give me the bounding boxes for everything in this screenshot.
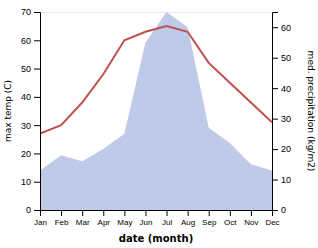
y2-tick: 40: [272, 84, 291, 94]
chart: JanFebMarAprMayJunJulAugSepOctNovDec0102…: [0, 0, 318, 248]
y2-tick-label: 10: [281, 175, 291, 185]
x-tick: Dec: [265, 210, 279, 227]
y-tick-label: 60: [21, 36, 31, 46]
x-tick-mark: [230, 210, 231, 216]
y-tick-label: 10: [21, 177, 31, 187]
x-tick-mark: [82, 210, 83, 216]
x-tick-label: Jul: [162, 218, 172, 227]
y-tick-label: 0: [26, 205, 31, 215]
x-tick-label: Dec: [265, 218, 279, 227]
y2-axis-title: med. precipitation (kg/m2): [306, 51, 316, 172]
x-tick-mark: [61, 210, 62, 216]
precipitation-area: [40, 12, 272, 210]
x-tick-mark: [209, 210, 210, 216]
x-tick: Feb: [55, 210, 69, 227]
x-tick: Oct: [224, 210, 237, 227]
axis-line: [273, 13, 279, 211]
x-tick-mark: [188, 210, 189, 216]
y-tick: 20: [21, 149, 40, 159]
y-tick-label: 70: [21, 7, 31, 17]
x-tick-label: Aug: [181, 218, 195, 227]
y2-tick-label: 40: [281, 84, 291, 94]
x-tick-label: May: [117, 218, 132, 227]
y2-tick-label: 0: [281, 205, 286, 215]
x-tick: Nov: [244, 210, 258, 227]
y2-tick-mark: [272, 210, 278, 211]
y2-tick-label: 30: [281, 114, 291, 124]
y2-tick-label: 50: [281, 53, 291, 63]
x-tick: May: [117, 210, 132, 227]
x-tick-label: Feb: [55, 218, 69, 227]
y-tick: 30: [21, 121, 40, 131]
y-tick: 50: [21, 64, 40, 74]
x-tick-mark: [145, 210, 146, 216]
y2-tick-mark: [272, 149, 278, 150]
y-tick: 40: [21, 92, 40, 102]
y-tick-mark: [34, 125, 40, 126]
y2-tick-label: 60: [281, 23, 291, 33]
y2-tick: 0: [272, 205, 286, 215]
y2-tick-mark: [272, 88, 278, 89]
x-tick-label: Mar: [76, 218, 90, 227]
x-tick: Jun: [140, 210, 153, 227]
x-tick-mark: [103, 210, 104, 216]
y2-tick: 30: [272, 114, 291, 124]
y2-tick: 20: [272, 144, 291, 154]
x-tick-mark: [167, 210, 168, 216]
y-tick: 0: [26, 205, 40, 215]
y2-tick-mark: [272, 27, 278, 28]
y-tick-label: 30: [21, 121, 31, 131]
y2-tick-label: 20: [281, 144, 291, 154]
x-tick-label: Jan: [34, 218, 47, 227]
y-tick-label: 40: [21, 92, 31, 102]
x-axis-title: date (month): [119, 233, 193, 244]
x-tick-mark: [124, 210, 125, 216]
axis-line: [41, 211, 273, 217]
plot-area: JanFebMarAprMayJunJulAugSepOctNovDec0102…: [3, 7, 316, 244]
x-tick: Mar: [76, 210, 90, 227]
y-tick-label: 20: [21, 149, 31, 159]
y-axis: 0 10 20 30 40 50 60 70: [21, 7, 41, 215]
y2-tick: 10: [272, 175, 291, 185]
temp-line: [40, 26, 272, 133]
y2-tick: 60: [272, 23, 291, 33]
x-tick-label: Apr: [98, 218, 111, 227]
y-tick-mark: [34, 12, 40, 13]
y2-tick-mark: [272, 180, 278, 181]
x-tick: Aug: [181, 210, 195, 227]
x-tick: Sep: [202, 210, 217, 227]
axis-line: [34, 13, 41, 211]
y-tick-mark: [34, 153, 40, 154]
x-tick-label: Jun: [140, 218, 153, 227]
y2-tick: 50: [272, 53, 291, 63]
y-tick: 10: [21, 177, 40, 187]
y-tick-mark: [34, 69, 40, 70]
y2-tick-mark: [272, 119, 278, 120]
y-tick-label: 50: [21, 64, 31, 74]
x-tick-label: Oct: [224, 218, 237, 227]
y-axis-title: max temp (C): [3, 80, 13, 142]
x-tick-mark: [251, 210, 252, 216]
y-tick-mark: [34, 97, 40, 98]
y-tick-mark: [34, 40, 40, 41]
x-tick-label: Sep: [202, 218, 217, 227]
x-tick: Jan: [34, 210, 47, 227]
top-line: [40, 12, 272, 13]
y2-tick-mark: [272, 58, 278, 59]
y-tick: 70: [21, 7, 40, 17]
y2-axis: 0 10 20 30 40 50 60: [272, 13, 291, 216]
x-tick: Apr: [98, 210, 111, 227]
x-tick-label: Nov: [244, 218, 258, 227]
x-axis: Jan Feb Mar Apr May Jun Jul Aug Sep Oct Nov Dec: [34, 210, 280, 227]
y-tick-mark: [34, 182, 40, 183]
y-tick: 60: [21, 36, 40, 46]
x-tick: Jul: [162, 210, 172, 227]
y-tick-mark: [34, 210, 40, 211]
marks: [40, 12, 272, 210]
